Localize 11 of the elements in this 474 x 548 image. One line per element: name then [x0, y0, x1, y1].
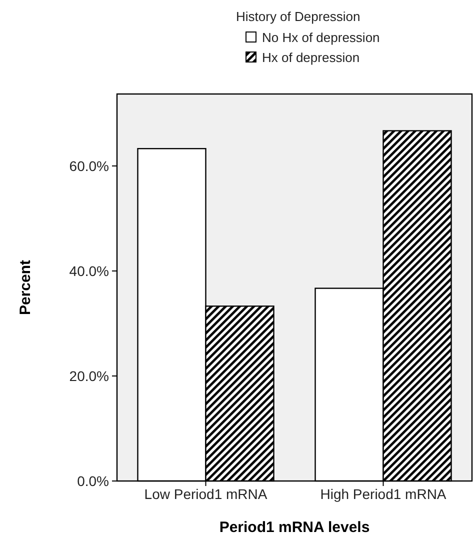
- legend-label: No Hx of depression: [262, 30, 380, 45]
- legend-label: Hx of depression: [262, 50, 360, 65]
- y-tick-label: 60.0%: [69, 158, 109, 174]
- x-tick-label: Low Period1 mRNA: [144, 486, 268, 502]
- y-axis-title: Percent: [17, 260, 34, 316]
- x-axis-title: Period1 mRNA levels: [219, 519, 370, 536]
- y-tick-label: 40.0%: [69, 262, 109, 279]
- legend-title: History of Depression: [236, 9, 360, 24]
- y-tick-label: 20.0%: [69, 368, 109, 384]
- y-tick-label: 0.0%: [77, 472, 109, 489]
- x-tick-label: High Period1 mRNA: [320, 486, 447, 502]
